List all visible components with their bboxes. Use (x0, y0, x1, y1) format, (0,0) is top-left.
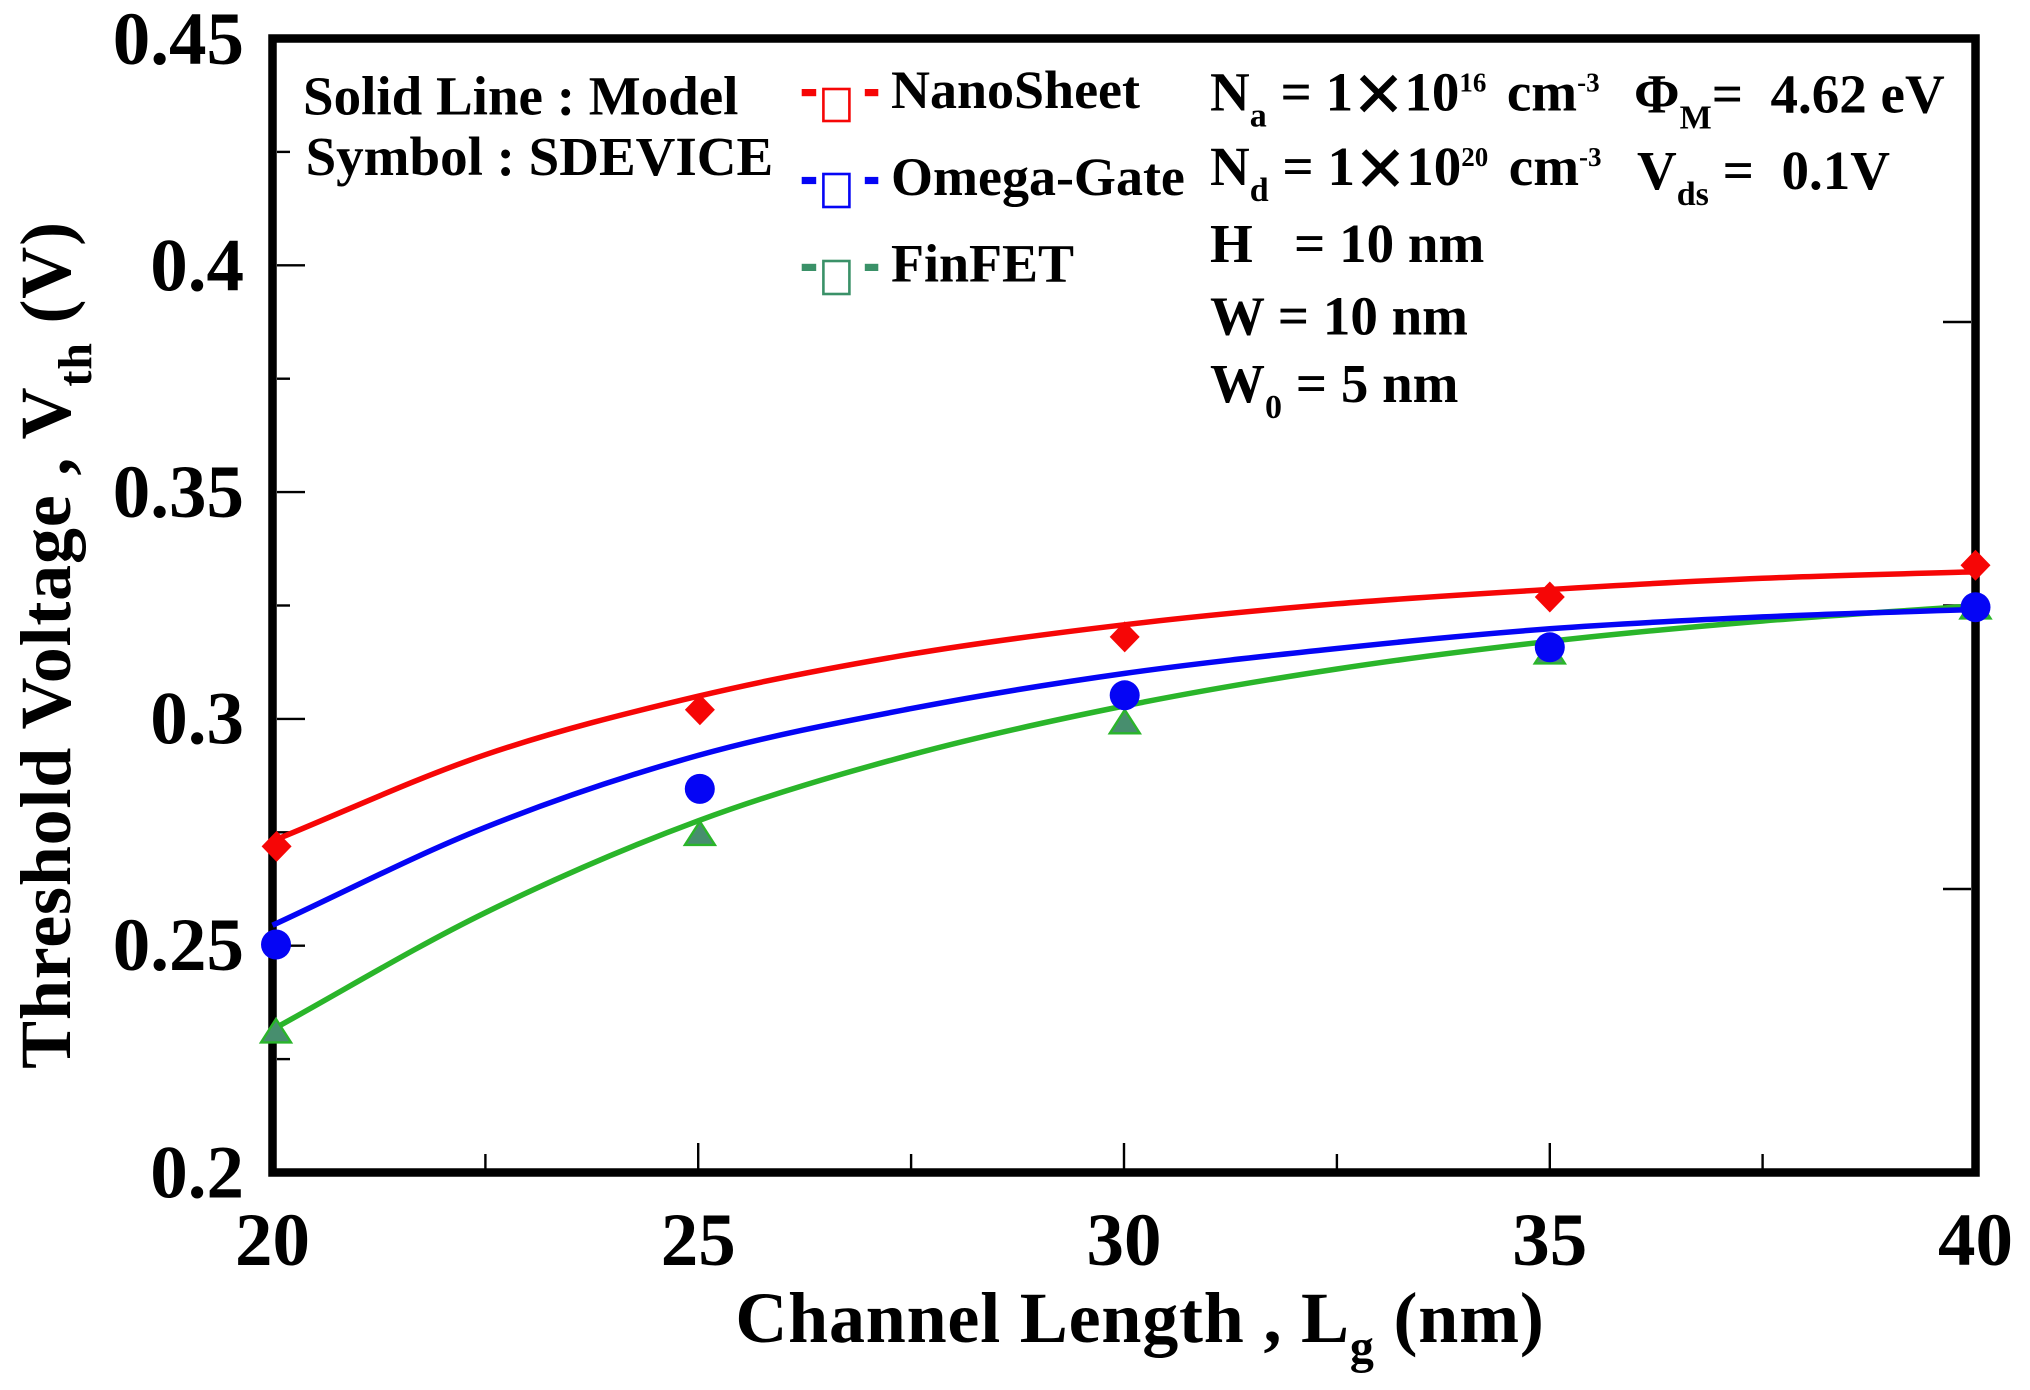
svg-text:0.45: 0.45 (113, 0, 244, 81)
svg-text:35: 35 (1512, 1199, 1587, 1282)
svg-text:40: 40 (1938, 1199, 2013, 1282)
svg-text:H = 10 nm: H = 10 nm (1210, 213, 1484, 274)
svg-text:0.2: 0.2 (150, 1132, 244, 1215)
svg-text:Symbol : SDEVICE: Symbol : SDEVICE (306, 126, 774, 187)
svg-text:30: 30 (1087, 1199, 1162, 1282)
svg-text:W = 10 nm: W = 10 nm (1210, 286, 1468, 347)
svg-text:W0 = 5 nm: W0 = 5 nm (1210, 353, 1459, 426)
svg-text:Solid Line : Model: Solid Line : Model (303, 66, 738, 127)
svg-text:0.3: 0.3 (150, 678, 244, 761)
svg-text:25: 25 (661, 1199, 736, 1282)
svg-text:20: 20 (235, 1199, 310, 1282)
svg-text:0.4: 0.4 (150, 225, 244, 308)
svg-text:FinFET: FinFET (891, 234, 1074, 294)
svg-text:Omega-Gate: Omega-Gate (891, 147, 1185, 207)
svg-text:NanoSheet: NanoSheet (891, 60, 1140, 120)
svg-text:0.35: 0.35 (113, 451, 244, 534)
svg-text:0.25: 0.25 (113, 904, 244, 987)
svg-text:Vds = 0.1V: Vds = 0.1V (1637, 140, 1890, 213)
